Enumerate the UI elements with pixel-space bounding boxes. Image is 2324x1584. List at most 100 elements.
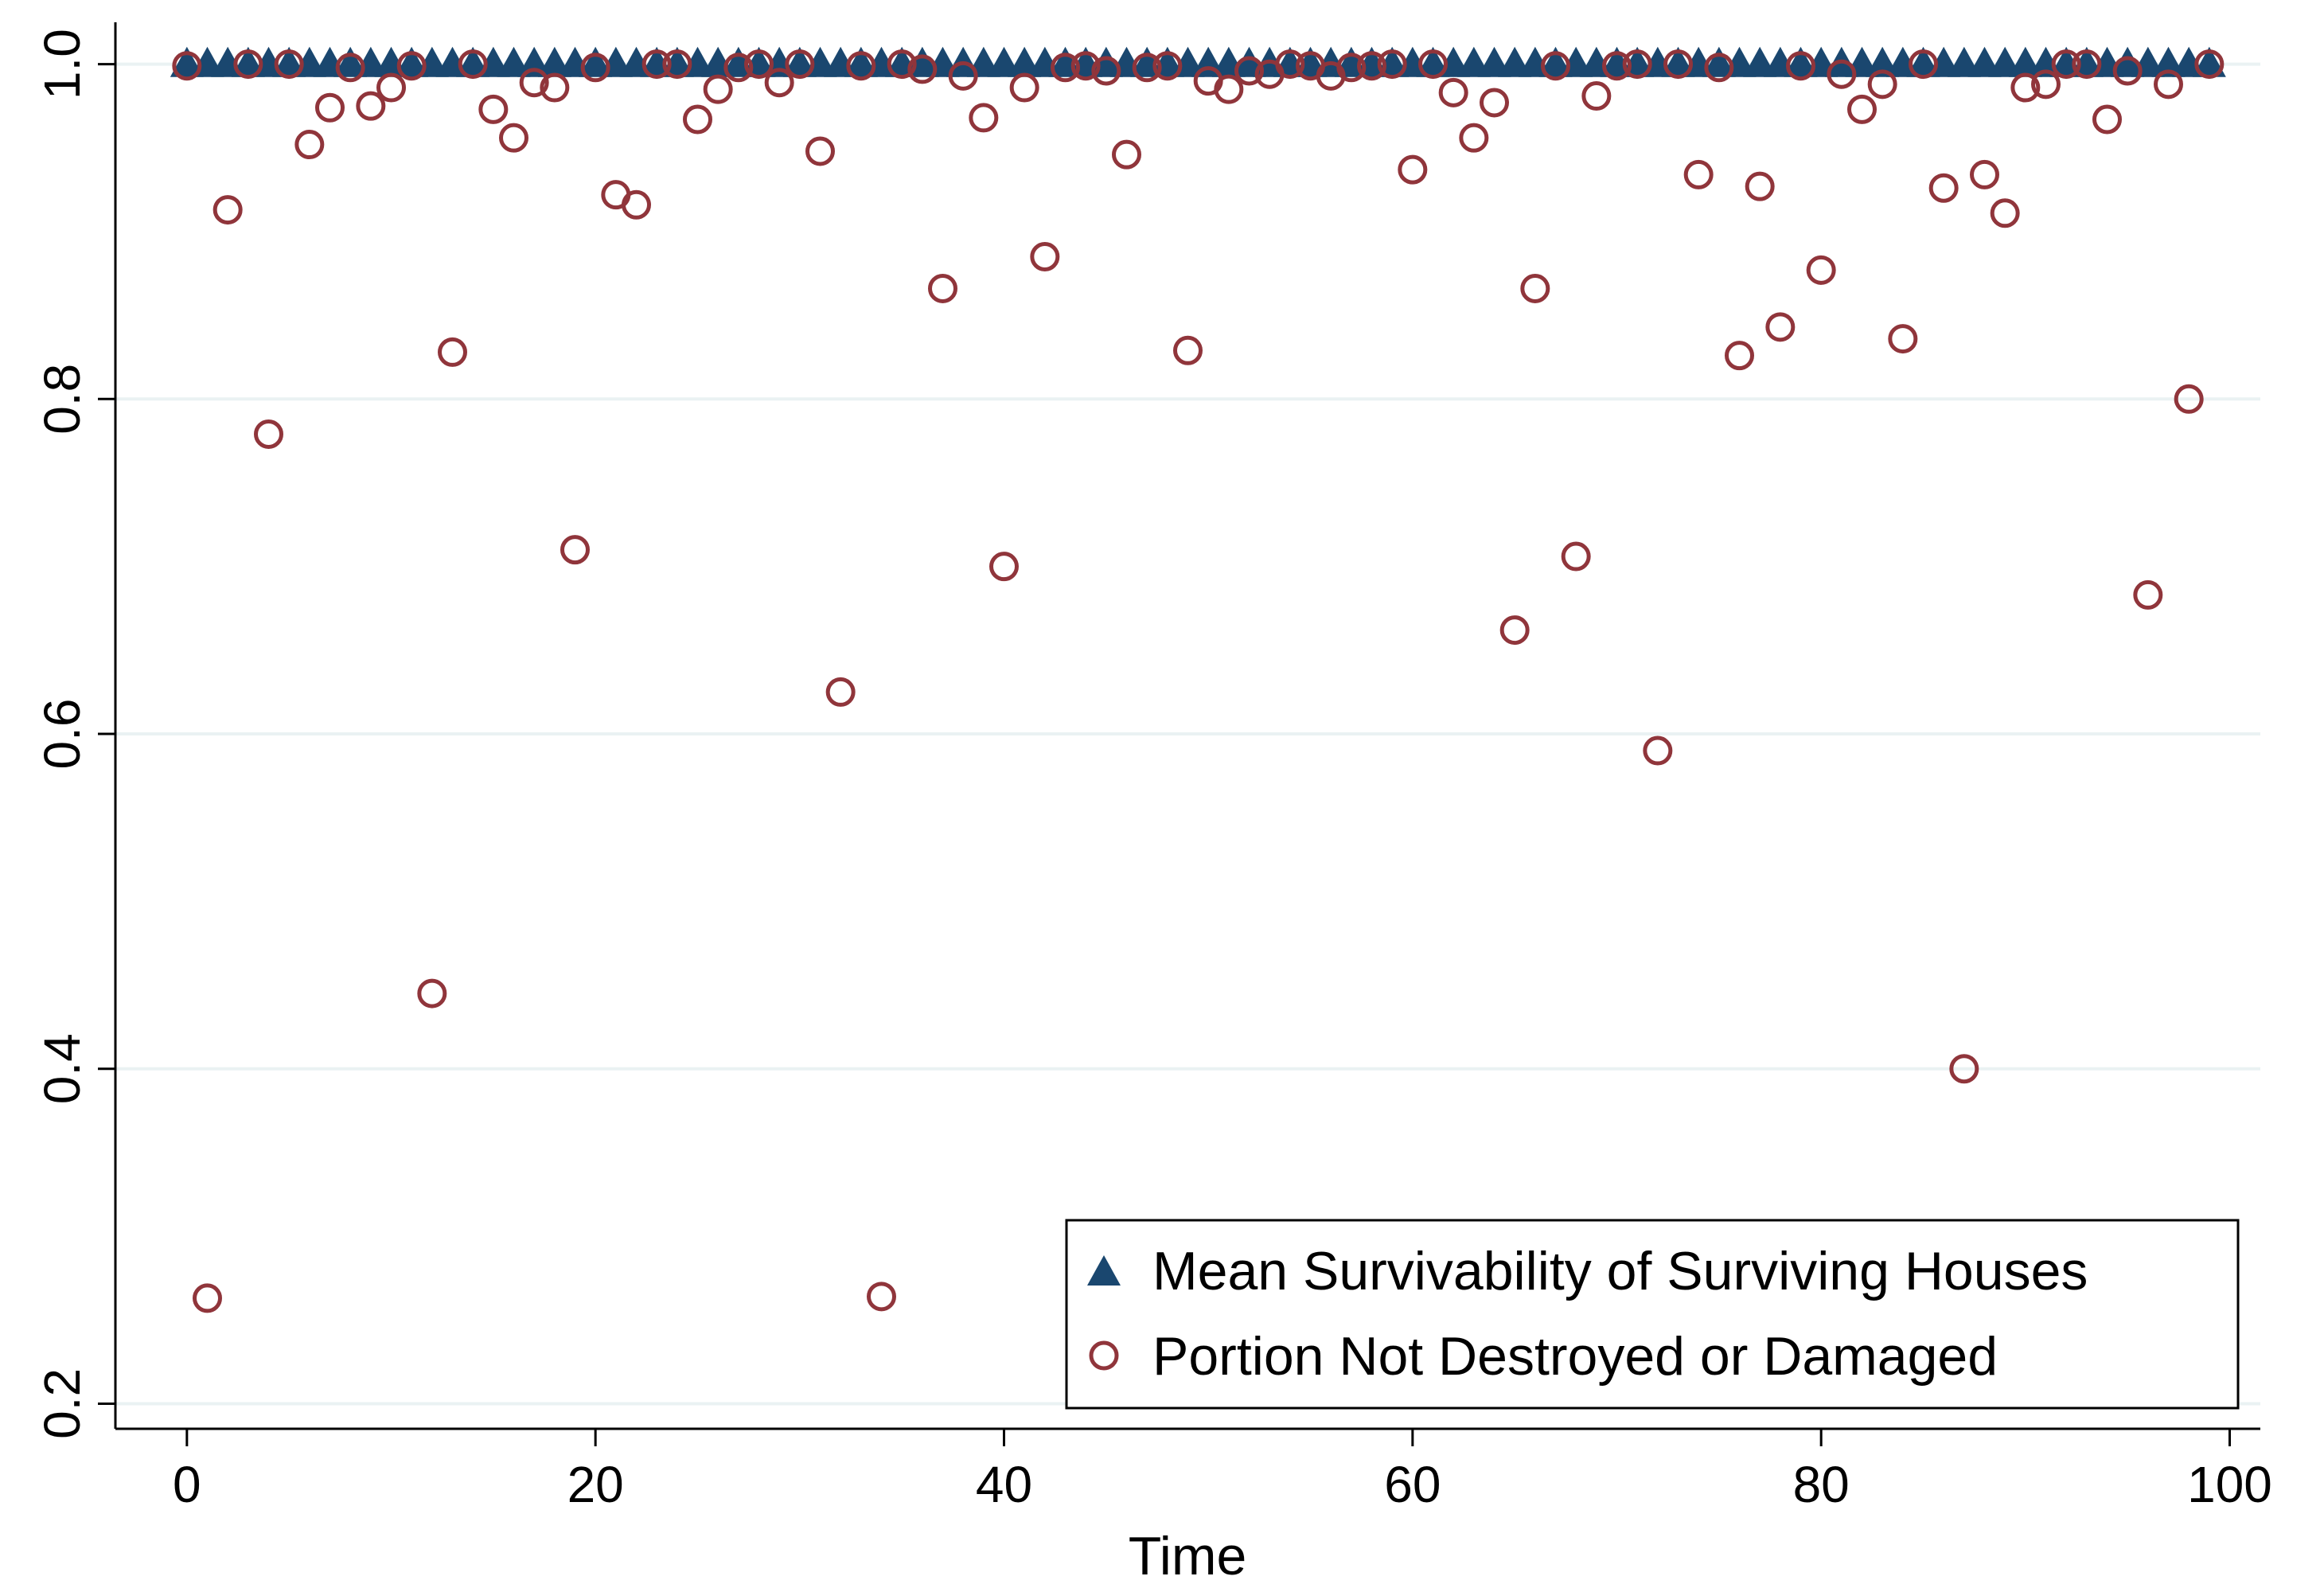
circle-point [315, 92, 345, 123]
circle-point [907, 54, 938, 84]
circle-point [2051, 49, 2081, 80]
circle-point [1725, 341, 1754, 371]
circle-point [1581, 81, 1612, 111]
circle-point [1499, 615, 1530, 646]
circle-point [2154, 69, 2183, 99]
circle-point [2010, 72, 2041, 103]
circle-point [1132, 53, 1162, 83]
circle-point [1051, 53, 1080, 83]
x-axis-title: Time [1129, 1526, 1247, 1584]
circle-point [1561, 541, 1591, 572]
circle-point [1091, 56, 1121, 86]
circle-point [458, 49, 488, 80]
x-tick-label: 0 [173, 1456, 201, 1513]
circle-point [213, 195, 243, 225]
legend-label-mean: Mean Survivability of Surviving Houses [1152, 1241, 2088, 1301]
legend-box [1065, 1219, 2240, 1410]
circle-point [1480, 88, 1509, 118]
circle-point [1009, 72, 1039, 103]
circle-point [1520, 273, 1550, 303]
circle-point [2031, 69, 2061, 99]
circle-point [580, 53, 610, 83]
circle-point [1418, 49, 1448, 80]
circle-point [396, 51, 427, 81]
circle-point [1377, 49, 1407, 80]
circle-point [172, 51, 202, 81]
circle-point [2174, 384, 2204, 414]
x-tick-label: 100 [2187, 1456, 2272, 1513]
circle-point [519, 68, 549, 98]
circle-point [825, 677, 856, 707]
circle-point [274, 49, 304, 80]
circle-point [683, 104, 712, 135]
circle-point [2112, 56, 2143, 86]
x-tick-label: 80 [1793, 1456, 1850, 1513]
circle-point [641, 49, 672, 80]
circle-point [1152, 51, 1183, 81]
circle-point [867, 1282, 896, 1312]
circle-point [1928, 173, 1959, 203]
circle-point [1438, 77, 1468, 107]
circle-point [1357, 51, 1386, 81]
circle-point [969, 103, 999, 133]
circle-point [1112, 139, 1141, 170]
circle-point [703, 74, 733, 104]
circle-point [2092, 104, 2122, 135]
circle-point [1867, 69, 1897, 99]
circle-point [1030, 242, 1060, 271]
circle-point [417, 978, 447, 1009]
circle-point [1786, 51, 1815, 81]
circle-point [356, 91, 386, 121]
circle-point [1704, 53, 1734, 83]
circle-point [2133, 579, 2163, 610]
circle-point [1234, 56, 1264, 86]
circle-point [193, 1283, 222, 1313]
circle-point [499, 123, 528, 153]
circle-point [1643, 735, 1673, 766]
circle-point [1663, 49, 1693, 80]
circle-point [1336, 53, 1367, 83]
circle-point [1459, 123, 1489, 153]
circle-point [478, 94, 509, 124]
y-tick-label: 0.6 [33, 699, 91, 770]
legend-triangle-icon [1087, 1255, 1121, 1286]
series-portion-not-destroyed [172, 49, 2225, 1313]
circle-point [1745, 171, 1775, 201]
circle-point [2194, 49, 2225, 80]
circle-point [1173, 335, 1203, 365]
x-tick-label: 40 [976, 1456, 1032, 1513]
circle-point [785, 49, 815, 80]
circle-point [846, 51, 876, 81]
axis-ticks: 0.2 0.4 0.6 0.8 1.0 0 20 40 60 80 100 [33, 29, 2272, 1513]
circle-point [887, 49, 917, 80]
circle-point [294, 130, 325, 160]
circle-point [2072, 49, 2102, 80]
circle-point [438, 337, 467, 367]
circle-point [744, 49, 774, 80]
circle-point [376, 72, 406, 103]
axes [114, 22, 2260, 1430]
circle-point [1909, 49, 1938, 80]
legend-label-portion: Portion Not Destroyed or Damaged [1152, 1326, 1998, 1387]
circle-point [662, 49, 692, 80]
circle-point [1949, 1054, 1979, 1084]
circle-point [948, 60, 978, 91]
circle-point [1070, 51, 1101, 81]
circle-point [1214, 74, 1244, 104]
circle-point [1275, 49, 1305, 80]
circle-point [1683, 159, 1714, 189]
x-tick-label: 20 [567, 1456, 624, 1513]
plot-markers [170, 46, 2226, 1313]
circle-point [1990, 198, 2020, 228]
circle-point [1847, 94, 1877, 124]
circle-point [335, 53, 365, 83]
circle-point [1541, 51, 1570, 81]
circle-point [1970, 159, 1999, 189]
circle-point [233, 49, 263, 80]
circle-point [1398, 154, 1428, 185]
triangle-point [2192, 46, 2226, 77]
y-tick-label: 0.4 [33, 1033, 91, 1104]
circle-point [1602, 51, 1632, 81]
circle-point [540, 72, 570, 103]
